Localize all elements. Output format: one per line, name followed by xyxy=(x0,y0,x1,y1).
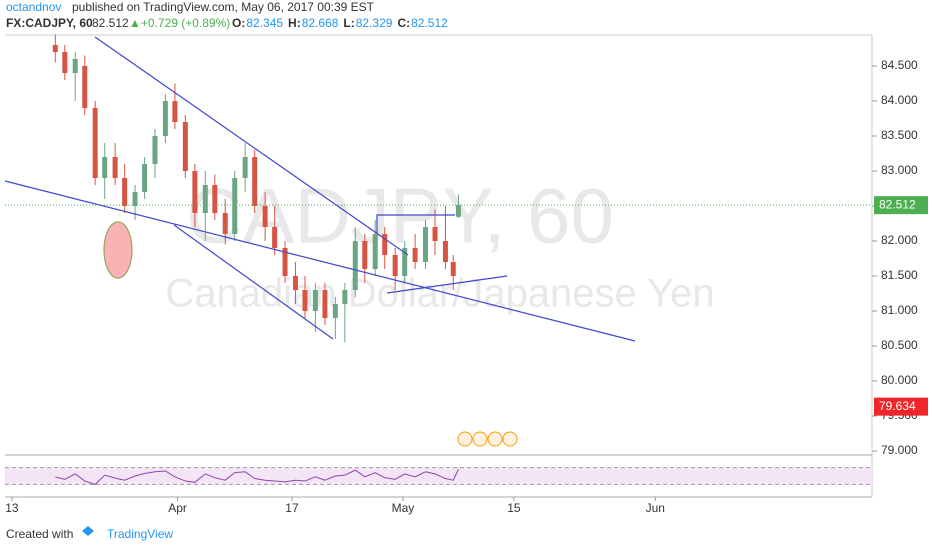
candle-body xyxy=(132,192,138,207)
ohlc-label: H: xyxy=(288,16,301,30)
candle-body xyxy=(62,52,68,74)
marker-price-label-box xyxy=(874,397,928,416)
candle-body xyxy=(142,164,148,193)
candle-body xyxy=(272,227,278,249)
footer-created: Created with xyxy=(6,527,73,541)
event-icon xyxy=(487,431,503,447)
event-icon xyxy=(472,431,488,447)
y-tick-label: 82.000 xyxy=(881,233,918,247)
candle-body xyxy=(412,248,418,263)
candle-body xyxy=(362,241,368,270)
rsi-band xyxy=(5,467,872,485)
candle-body xyxy=(312,290,318,312)
symbol: FX:CADJPY, 60 xyxy=(6,16,93,30)
candle-body xyxy=(450,262,456,277)
x-tick-label: May xyxy=(392,501,415,515)
candle-body xyxy=(232,178,238,235)
candle-body xyxy=(52,45,58,53)
watermark-subtitle: Canadian Dollar/Japanese Yen xyxy=(165,272,714,316)
candle-body xyxy=(152,136,158,165)
x-tick-label: Apr xyxy=(168,501,187,515)
y-tick-label: 79.000 xyxy=(881,443,918,457)
logo xyxy=(82,526,94,536)
ohlc-label: L: xyxy=(343,16,354,30)
y-tick-label: 80.000 xyxy=(881,373,918,387)
candle-body xyxy=(172,101,178,123)
last-price-label: 82.512 xyxy=(879,197,916,211)
ohlc-value: 82.329 xyxy=(356,16,393,30)
candle-body xyxy=(162,101,168,137)
y-tick-label: 83.500 xyxy=(881,128,918,142)
ohlc-value: 82.512 xyxy=(411,16,448,30)
candle-body xyxy=(432,227,438,242)
last-value: 82.512 xyxy=(92,16,129,30)
candle-body xyxy=(392,255,398,277)
ohlc-label: C: xyxy=(397,16,410,30)
candle-body xyxy=(455,205,461,217)
event-icon xyxy=(457,431,473,447)
candle-body xyxy=(402,248,408,277)
change: ▲+0.729 (+0.89%) xyxy=(129,16,230,30)
candle-body xyxy=(282,248,288,277)
candle-body xyxy=(182,122,188,172)
candle-body xyxy=(302,290,308,312)
x-tick-label: 17 xyxy=(285,501,299,515)
ohlc-value: 82.345 xyxy=(246,16,283,30)
trend-line xyxy=(173,224,334,340)
candle-body xyxy=(332,304,338,319)
published-note: published on TradingView.com, May 06, 20… xyxy=(72,0,375,14)
candle-body xyxy=(372,234,378,270)
marker-price-label: 79.634 xyxy=(879,399,916,413)
candle-body xyxy=(352,241,358,291)
range-line xyxy=(376,214,455,233)
candle-body xyxy=(192,171,198,214)
candle-body xyxy=(442,241,448,263)
candle-body xyxy=(342,290,348,305)
y-tick-label: 81.500 xyxy=(881,268,918,282)
ohlc-label: O: xyxy=(232,16,245,30)
candle-body xyxy=(72,59,78,74)
candle-body xyxy=(112,157,118,179)
candle-body xyxy=(102,157,108,179)
event-icon xyxy=(502,431,518,447)
x-tick-label: 13 xyxy=(5,501,19,515)
y-tick-label: 83.000 xyxy=(881,163,918,177)
last-price-label-box xyxy=(874,196,928,215)
rsi-line xyxy=(55,469,459,485)
candle-body xyxy=(212,185,218,214)
event-icons xyxy=(457,431,518,447)
footer-brand[interactable]: TradingView xyxy=(107,527,173,541)
watermark: CADJPY, 60 xyxy=(186,172,614,260)
candle-body xyxy=(82,66,88,109)
candle-body xyxy=(222,213,228,235)
candle-body xyxy=(122,178,128,207)
y-tick-label: 81.000 xyxy=(881,303,918,317)
candle-body xyxy=(252,157,258,207)
y-tick-label: 84.500 xyxy=(881,58,918,72)
trend-line xyxy=(94,36,409,256)
candle-body xyxy=(322,290,328,319)
x-tick-label: Jun xyxy=(646,501,665,515)
y-tick-label: 84.000 xyxy=(881,93,918,107)
candle-body xyxy=(262,206,268,228)
y-tick-label: 80.500 xyxy=(881,338,918,352)
candle-body xyxy=(422,227,428,263)
ohlc-value: 82.668 xyxy=(302,16,339,30)
highlight-ellipse xyxy=(103,221,133,279)
plot xyxy=(52,34,461,343)
candle-body xyxy=(202,185,208,214)
candle-body xyxy=(382,234,388,256)
candle-body xyxy=(242,157,248,179)
trend-line xyxy=(386,275,508,294)
drawings xyxy=(4,36,636,342)
symbol-header: FX:CADJPY, 60 82.512 ▲+0.729 (+0.89%) O:… xyxy=(6,16,448,30)
candle-body xyxy=(292,276,298,291)
candle-body xyxy=(92,108,98,179)
trend-line xyxy=(4,180,636,342)
x-tick-label: 15 xyxy=(507,501,521,515)
author[interactable]: octandnov xyxy=(6,0,61,14)
